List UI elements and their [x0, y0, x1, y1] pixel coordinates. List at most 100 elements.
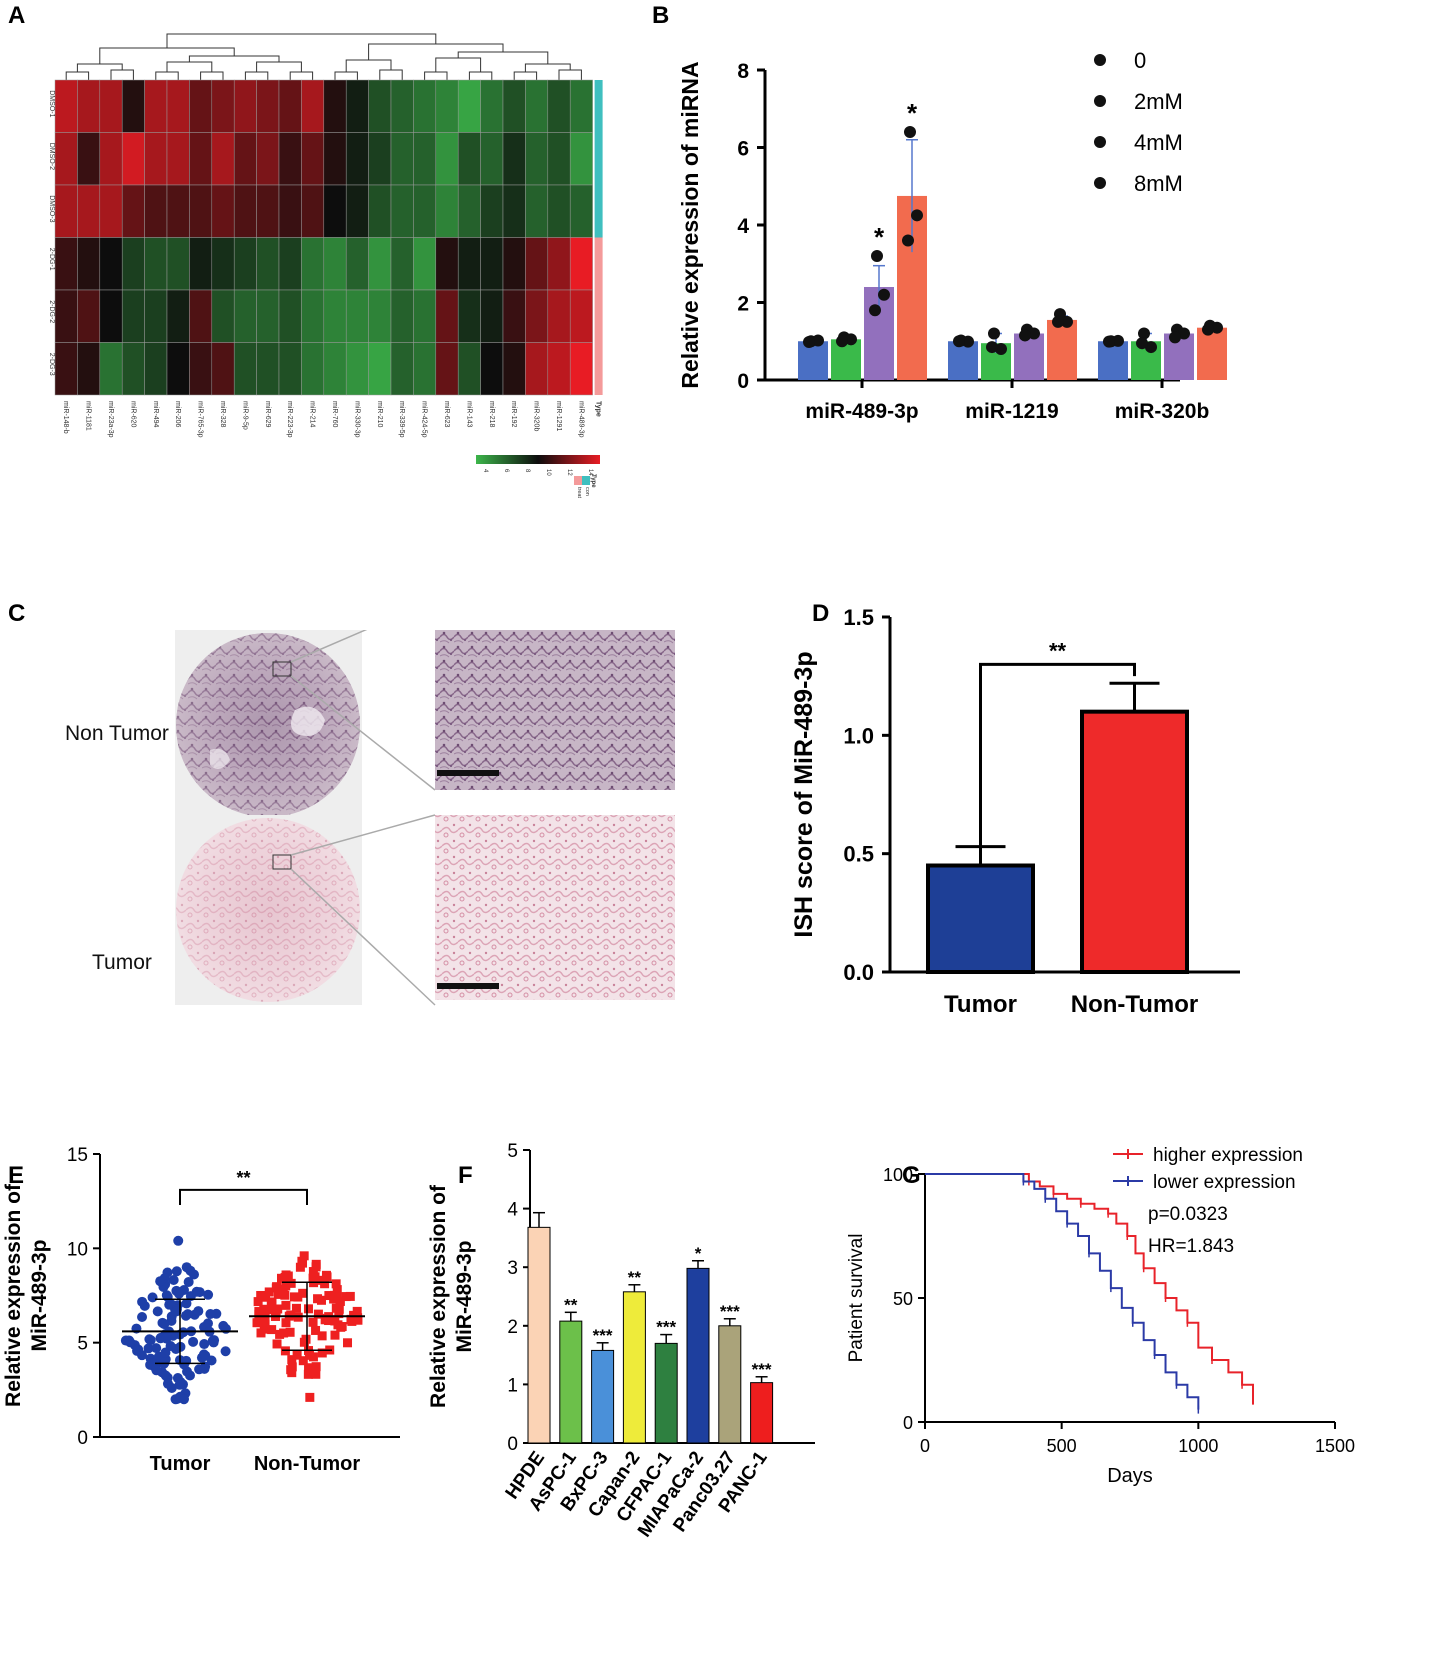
heatmap-cell	[525, 342, 549, 396]
heatmap-cell	[502, 342, 526, 396]
heatmap-cell	[547, 237, 571, 291]
data-point	[902, 234, 914, 247]
data-point	[183, 1276, 194, 1287]
data-point	[254, 1307, 264, 1317]
ish-images-panel-c	[90, 599, 740, 1070]
p-value-annotation: p=0.0323	[1148, 1204, 1228, 1225]
data-point	[321, 1270, 331, 1280]
data-point	[155, 1276, 166, 1287]
significance-star: ***	[720, 1302, 740, 1321]
heatmap-panel-a: DMSO-1 DMSO-2 DMSO-3 2-DG-1 2-DG-2 2-DG-3 miR-…	[48, 33, 603, 498]
data-point	[1028, 327, 1040, 340]
data-point	[178, 1394, 189, 1405]
data-point	[144, 1334, 155, 1345]
heatmap-cell	[121, 237, 145, 291]
data-point	[151, 1343, 162, 1354]
data-point	[199, 1339, 210, 1350]
data-point	[869, 304, 881, 317]
heatmap-cell	[323, 289, 347, 343]
heatmap-column-label: miR-339-5p	[398, 401, 405, 438]
data-point	[1211, 321, 1223, 334]
panel-letter-e: E	[8, 1162, 25, 1189]
heatmap-cell	[256, 132, 280, 186]
heatmap-cell	[54, 237, 78, 291]
heatmap-cell	[413, 289, 437, 343]
data-point	[291, 1303, 301, 1313]
scale-bar-tumor	[437, 983, 499, 989]
tumor-zoom-image	[435, 815, 675, 1000]
heatmap-cell	[99, 289, 123, 343]
significance-star: **	[628, 1268, 642, 1287]
data-point	[1145, 341, 1157, 354]
heatmap-column-label: miR-765-3p	[197, 401, 204, 438]
non-tumor-zoom-image	[435, 600, 675, 790]
heatmap-cell	[189, 237, 213, 291]
heatmap-cell	[233, 342, 257, 396]
y-tick-label: 0	[507, 1434, 518, 1455]
data-point	[812, 334, 824, 347]
heatmap-cell	[166, 237, 190, 291]
heatmap-cell	[166, 132, 190, 186]
y-tick-label: 8	[737, 60, 749, 83]
data-point	[953, 335, 965, 348]
heatmap-column-label: miR-192	[510, 401, 517, 428]
heatmap-cell	[323, 184, 347, 238]
data-point	[151, 1365, 162, 1376]
data-point	[260, 1319, 270, 1329]
color-scale-tick: 4	[482, 469, 488, 473]
color-scale-tick: 14	[587, 469, 593, 476]
data-point	[1103, 335, 1115, 348]
data-point	[283, 1271, 293, 1281]
data-point	[162, 1378, 173, 1389]
data-point	[278, 1284, 288, 1294]
data-point	[272, 1339, 282, 1349]
data-point	[191, 1286, 202, 1297]
y-tick-label: 10	[67, 1239, 88, 1260]
heatmap-cell	[121, 132, 145, 186]
heatmap-cell	[390, 237, 414, 291]
y-axis-label-line1: Relative expression of	[427, 1184, 450, 1408]
heatmap-cell	[211, 289, 235, 343]
heatmap-cell	[345, 79, 369, 133]
heatmap-cell	[323, 237, 347, 291]
heatmap-cell	[301, 79, 325, 133]
heatmap-cell	[345, 132, 369, 186]
heatmap-cell	[77, 342, 101, 396]
data-point	[252, 1318, 262, 1328]
x-tick-label: 500	[1047, 1436, 1077, 1456]
data-point	[286, 1310, 296, 1320]
significance-star: *	[874, 222, 885, 252]
label-non-tumor: Non Tumor	[65, 722, 169, 745]
heatmap-row-label: DMSO-1	[48, 90, 55, 117]
heatmap-column-label: miR-489-3p	[577, 401, 584, 438]
data-point	[175, 1376, 186, 1387]
heatmap-cell	[502, 237, 526, 291]
data-point	[332, 1285, 342, 1295]
data-point	[143, 1343, 154, 1354]
zoom-box-tumor	[272, 854, 292, 870]
y-tick-label: 15	[67, 1145, 88, 1166]
heatmap-column-label: miR-143	[465, 401, 472, 428]
data-point	[316, 1275, 326, 1285]
data-point	[305, 1392, 315, 1402]
data-point	[324, 1291, 334, 1301]
data-point	[261, 1292, 271, 1302]
data-point	[311, 1259, 321, 1269]
data-point	[193, 1306, 204, 1317]
y-axis-label: Relative expression of miRNA	[677, 61, 703, 388]
legend-swatch-con	[582, 476, 590, 485]
legend-label-treat: treat	[576, 487, 582, 498]
heatmap-cell	[457, 184, 481, 238]
heatmap-cell	[211, 132, 235, 186]
data-point	[261, 1305, 271, 1315]
y-tick-label: 0.0	[843, 960, 874, 985]
data-point	[171, 1306, 182, 1317]
significance-star: *	[695, 1244, 702, 1263]
data-point	[173, 1235, 184, 1246]
data-point	[165, 1341, 176, 1352]
panel-letter-g: G	[902, 1162, 921, 1189]
heatmap-column-label: miR-629	[264, 401, 271, 428]
x-tick-label: 1500	[1315, 1436, 1355, 1456]
heatmap-cell	[390, 79, 414, 133]
